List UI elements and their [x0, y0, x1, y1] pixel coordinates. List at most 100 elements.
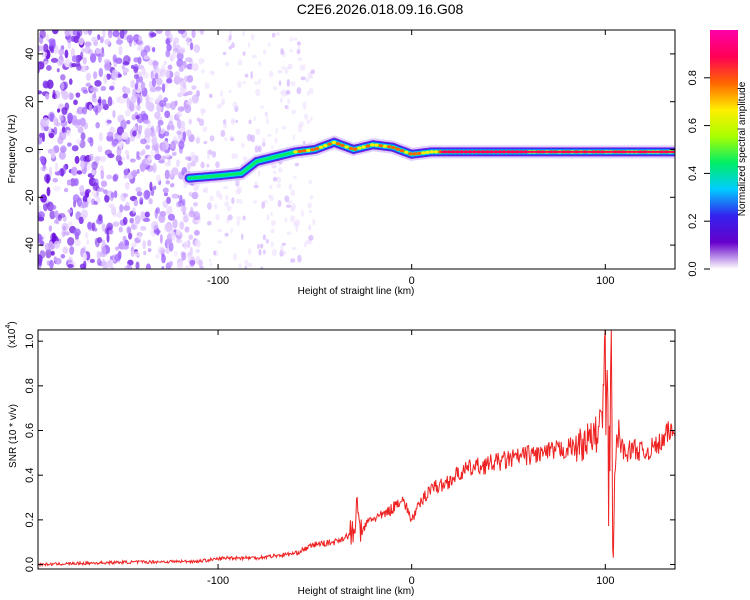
noise-blob [41, 159, 46, 166]
noise-blob [189, 42, 194, 51]
noise-blob [94, 227, 98, 232]
noise-blob [198, 259, 203, 268]
noise-blob [138, 124, 142, 134]
noise-blob [80, 160, 85, 170]
noise-blob [153, 185, 157, 190]
noise-blob [140, 138, 147, 145]
noise-speckle [38, 30, 316, 269]
noise-blob [97, 214, 103, 221]
noise-blob [119, 30, 125, 39]
noise-blob [161, 155, 167, 160]
noise-blob [61, 222, 69, 232]
noise-blob [54, 210, 59, 218]
noise-blob [136, 104, 141, 111]
ridge-peak [433, 150, 439, 154]
noise-blob [58, 48, 65, 56]
noise-blob [225, 194, 229, 201]
snr-xtick-label: 0 [409, 575, 415, 587]
noise-blob [112, 128, 116, 133]
noise-blob [139, 197, 144, 203]
noise-blob [247, 42, 251, 48]
noise-blob [287, 200, 293, 205]
noise-blob [100, 85, 107, 92]
noise-blob [111, 69, 119, 80]
snr-panel: -100 0 100 0.0 0.2 0.4 0.6 0.8 1.0 Height of str… [5, 321, 676, 597]
noise-blob [165, 238, 173, 245]
noise-blob [110, 191, 115, 199]
snr-frame [37, 329, 676, 570]
noise-blob [116, 211, 122, 219]
noise-blob [242, 215, 246, 221]
noise-blob [107, 153, 115, 159]
noise-blob [38, 233, 43, 243]
noise-blob [94, 107, 99, 116]
noise-blob [48, 132, 55, 139]
noise-blob [84, 41, 92, 47]
noise-blob [290, 81, 296, 87]
noise-blob [246, 133, 253, 142]
noise-blob [279, 97, 283, 104]
noise-blob [155, 253, 160, 259]
noise-blob [175, 229, 181, 236]
noise-blob [49, 210, 56, 220]
ridge-peak [310, 148, 315, 152]
noise-blob [152, 59, 158, 70]
noise-blob [293, 175, 297, 179]
noise-blob [67, 236, 75, 246]
noise-blob [240, 142, 245, 148]
noise-blob [151, 46, 156, 53]
noise-blob [258, 61, 262, 67]
noise-blob [284, 68, 289, 75]
noise-blob [263, 49, 267, 55]
noise-blob [98, 132, 104, 142]
noise-blob [79, 185, 85, 193]
colorbar-tick-label: 0.4 [687, 166, 699, 181]
noise-blob [180, 251, 186, 257]
noise-blob [176, 58, 184, 68]
noise-blob [61, 91, 69, 100]
noise-blob [152, 163, 157, 173]
noise-blob [269, 184, 273, 190]
noise-blob [235, 119, 239, 124]
noise-blob [104, 194, 110, 203]
noise-blob [250, 33, 255, 41]
noise-blob [180, 106, 185, 111]
noise-blob [216, 103, 222, 109]
snr-xtick-label: -100 [207, 575, 229, 587]
snr-ytick-label: 0.8 [24, 378, 36, 393]
noise-blob [271, 32, 276, 38]
noise-blob [147, 59, 154, 66]
noise-blob [43, 43, 49, 53]
ridge-peak [340, 143, 345, 147]
noise-blob [122, 216, 128, 226]
noise-blob [151, 143, 158, 152]
noise-blob [158, 159, 165, 164]
noise-blob [53, 185, 61, 192]
snr-ytick-label: 0.6 [24, 423, 36, 438]
noise-blob [76, 30, 83, 37]
noise-blob [201, 58, 205, 64]
noise-blob [291, 246, 297, 250]
snr-ytick-label: 0.0 [24, 557, 36, 572]
noise-blob [116, 126, 124, 136]
noise-blob [124, 265, 128, 269]
noise-blob [142, 217, 151, 222]
noise-blob [164, 102, 173, 109]
noise-blob [145, 100, 151, 110]
noise-blob [222, 51, 227, 56]
noise-blob [263, 249, 266, 255]
noise-blob [88, 153, 94, 162]
noise-blob [161, 254, 166, 264]
noise-blob [87, 136, 93, 144]
noise-blob [131, 222, 138, 231]
noise-blob [253, 116, 257, 122]
noise-blob [145, 263, 151, 269]
noise-blob [307, 202, 312, 209]
ridge-peak [412, 152, 417, 156]
noise-blob [144, 211, 150, 218]
noise-blob [85, 72, 92, 81]
ridge-peak [357, 146, 362, 150]
noise-blob [308, 75, 314, 79]
noise-blob [94, 80, 102, 87]
noise-blob [233, 153, 239, 160]
